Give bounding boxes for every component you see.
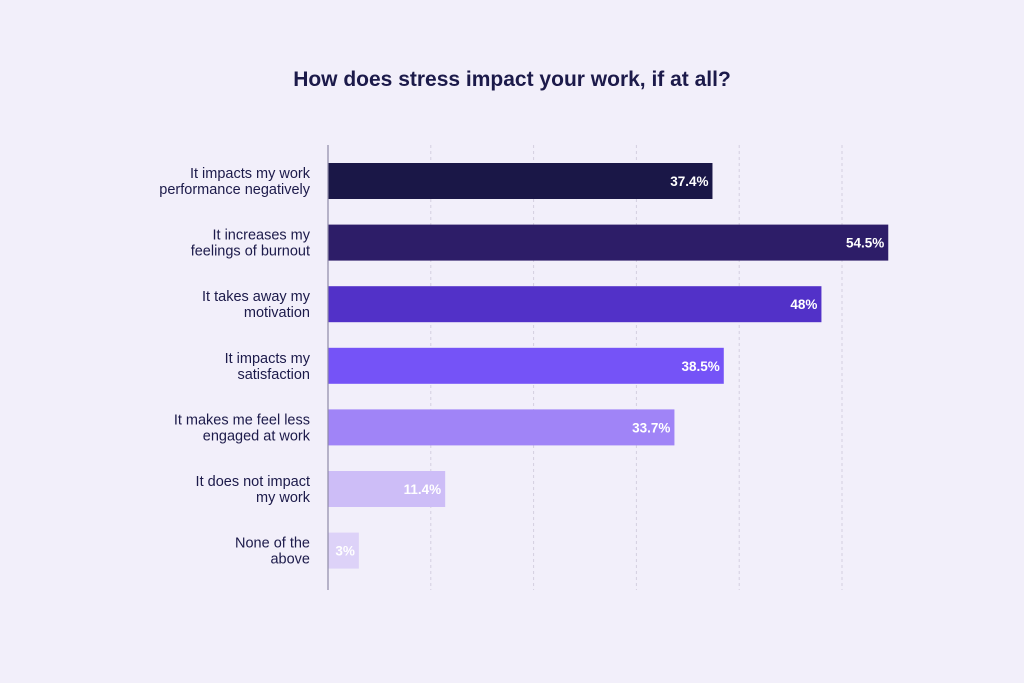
- category-label: It takes away my: [202, 289, 311, 305]
- chart-title: How does stress impact your work, if at …: [293, 68, 731, 91]
- bar: [328, 163, 713, 199]
- data-label: 38.5%: [681, 359, 719, 374]
- category-label: It impacts my: [225, 351, 311, 367]
- category-label: None of the: [235, 536, 310, 552]
- bar: [328, 224, 889, 261]
- data-label: 11.4%: [404, 482, 442, 497]
- category-label: above: [270, 552, 310, 568]
- category-label: engaged at work: [203, 428, 311, 444]
- category-label: It impacts my work: [190, 166, 311, 182]
- data-label: 48%: [790, 297, 817, 312]
- bar: [328, 532, 359, 569]
- bar: [328, 409, 675, 446]
- data-label: 54.5%: [846, 236, 884, 251]
- category-label: feelings of burnout: [191, 244, 310, 260]
- category-label: It makes me feel less: [174, 412, 310, 428]
- category-label: motivation: [244, 305, 310, 321]
- category-label: It increases my: [213, 228, 311, 244]
- data-label: 33.7%: [632, 420, 670, 435]
- bar: [328, 286, 822, 323]
- data-label: 3%: [335, 544, 355, 559]
- bar: [328, 347, 724, 384]
- data-label: 37.4%: [670, 174, 708, 189]
- category-label: performance negatively: [159, 182, 310, 198]
- category-label: my work: [256, 490, 311, 506]
- bar: [328, 471, 446, 507]
- category-label: satisfaction: [237, 367, 310, 383]
- category-label: It does not impact: [196, 474, 310, 490]
